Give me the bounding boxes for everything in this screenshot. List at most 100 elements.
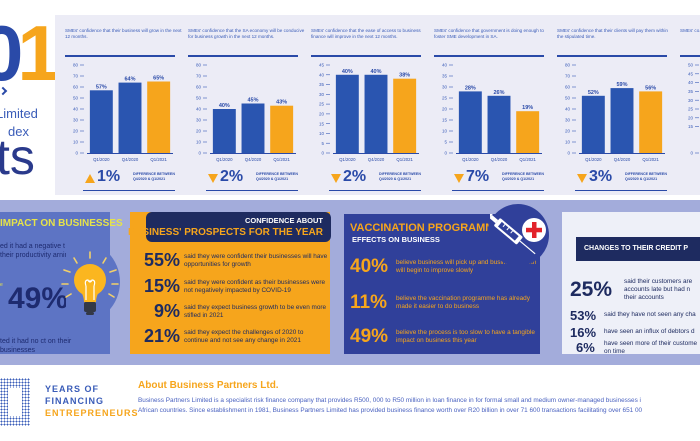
about-line1: Business Partners Limited is a specialis… [138, 397, 641, 404]
x-tick-label: Q4/2020 [491, 157, 508, 162]
vaccination-heading-line1: VACCINATION PROGRAMME [350, 222, 502, 234]
prospects-row-pct: 55% [143, 250, 180, 270]
vaccination-row-pct: 11% [350, 292, 387, 313]
y-tick-label: 50 [73, 96, 79, 101]
chart-panel: SMEs' confidence that their clients will… [557, 15, 682, 195]
y-tick-label: 40 [73, 107, 79, 112]
y-tick-label: 60 [565, 85, 571, 90]
y-tick-label: 5 [444, 140, 447, 145]
difference-value: 2% [220, 168, 244, 185]
y-tick-label: 30 [565, 118, 571, 123]
credit-row-pct: 6% [576, 340, 595, 355]
bar-value-label: 56% [645, 85, 656, 91]
bar [118, 82, 142, 153]
y-tick-label: 70 [196, 74, 202, 79]
difference-row: 2% DIFFERENCE BETWEEN Q4/2020 & Q1/2021 [311, 165, 421, 193]
x-tick-label: Q4/2020 [245, 157, 262, 162]
bar-value-label: 40% [370, 69, 381, 75]
y-tick-label: 40 [442, 63, 448, 68]
y-tick-label: 30 [319, 92, 325, 97]
vaccination-row: 49% believe the process is too slow to h… [344, 326, 540, 350]
difference-label: DIFFERENCE BETWEEN Q4/2020 & Q1/2021 [379, 172, 421, 181]
credit-heading-text: CHANGES TO THEIR CREDIT P [584, 245, 689, 252]
chart-divider [65, 55, 175, 57]
vaccination-row-text: believe the process is too slow to have … [396, 329, 535, 344]
x-tick-label: Q1/2021 [150, 157, 167, 162]
bar-value-label: 40% [342, 69, 353, 75]
triangle-down-icon [331, 174, 341, 183]
y-tick-label: 10 [196, 140, 202, 145]
prospects-row-pct: 15% [143, 276, 180, 296]
chart-panel: SMEs' co... is doing 0 15 20 25 30 35 40 45 50 [680, 15, 700, 195]
difference-label: DIFFERENCE BETWEEN Q4/2020 & Q1/2021 [502, 172, 544, 181]
y-tick-label: 80 [196, 63, 202, 68]
bar-value-label: 40% [219, 103, 230, 109]
credit-row-text: have seen more of their custome [604, 340, 698, 347]
x-tick-label: Q1/2020 [93, 157, 110, 162]
y-tick-label: 0 [321, 151, 324, 156]
bar [147, 81, 171, 153]
hero-subtitle-line1: Limited [0, 106, 38, 121]
chart-title: SMEs' confidence that the ease of access… [311, 28, 421, 39]
y-tick-label: 60 [196, 85, 202, 90]
x-tick-label: Q1/2021 [519, 157, 536, 162]
prospects-heading: CONFIDENCE ABOUT BUSINESS' PROSPECTS FOR… [128, 212, 331, 242]
chart-title: SMEs' confidence that their clients will… [557, 28, 668, 39]
chart-title: SMEs' confidence that the SA economy wil… [188, 28, 305, 39]
chart-divider [311, 55, 421, 57]
prospects-row-text: said they expect business growth to be e… [184, 304, 327, 319]
y-tick-label: 20 [688, 115, 694, 120]
chart-panel: SMEs' confidence that their business wil… [65, 15, 190, 195]
lightbulb-icon [61, 251, 119, 315]
vaccination-row-pct: 49% [350, 326, 389, 347]
y-tick-label: 10 [319, 131, 325, 136]
y-tick-label: 20 [319, 111, 325, 116]
bar-chart: 0 10 20 30 40 50 60 70 80 40% Q1/2020 45% Q4/2020 43%… [196, 63, 296, 162]
prospects-row-pct: 21% [143, 326, 180, 346]
y-tick-label: 35 [442, 74, 448, 79]
chart-title: SMEs' confidence that government is doin… [434, 28, 544, 39]
prospects-row: 15% said they were confident as their bu… [130, 276, 330, 300]
y-tick-label: 30 [688, 98, 694, 103]
y-tick-label: 25 [319, 102, 325, 107]
chart-title: SMEs' confidence that their business wil… [65, 28, 182, 39]
credit-heading: CHANGES TO THEIR CREDIT P [576, 237, 700, 261]
impact-big-pct: 49% [8, 282, 69, 315]
y-tick-label: 0 [198, 151, 201, 156]
credit-row-pct: 25% [570, 278, 613, 301]
impact-side-label: e [0, 282, 3, 288]
hero-subtitle-line2: dex [8, 124, 29, 139]
bar-chart: 0 5 10 15 20 25 30 35 40 45 40% Q1/2020 40% Q4/2020 38… [319, 63, 419, 162]
x-tick-label: Q1/2020 [339, 157, 356, 162]
chart-panel: SMEs' confidence that the ease of access… [311, 15, 436, 195]
prospects-row-text: said they were confident their businesse… [184, 253, 328, 268]
credit-panel: CHANGES TO THEIR CREDIT P 25% said their… [562, 212, 700, 355]
x-tick-label: Q1/2021 [273, 157, 290, 162]
y-tick-label: 25 [442, 96, 448, 101]
bar-chart: 0 15 20 25 30 35 40 45 50 [688, 63, 699, 156]
difference-label: DIFFERENCE BETWEEN Q4/2020 & Q1/2021 [625, 172, 667, 181]
hero-heading: 01 Limited dex ts [0, 0, 61, 195]
difference-underline [575, 190, 667, 191]
y-tick-label: 40 [688, 80, 694, 85]
bar-value-label: 45% [247, 98, 258, 104]
hero-number-digit-a: 0 [0, 9, 23, 97]
credit-row-text: said they have not seen any cha [604, 311, 696, 318]
difference-value: 1% [97, 168, 121, 185]
impact-text-negative: ed it had a negative t on their producti… [0, 243, 76, 259]
difference-underline [83, 190, 175, 191]
footer: YEARS OF FINANCING ENTREPRENEURS About B… [0, 368, 700, 441]
difference-underline [206, 190, 298, 191]
credit-row-text: accounts late but had n [624, 286, 691, 293]
prospects-row-pct: 9% [153, 301, 180, 321]
y-tick-label: 0 [444, 151, 447, 156]
y-tick-label: 15 [688, 124, 694, 129]
years-line1: YEARS OF [45, 384, 100, 394]
x-tick-label: Q4/2020 [368, 157, 385, 162]
triangle-down-icon [208, 174, 218, 183]
vaccination-row-pct: 40% [350, 256, 389, 277]
y-tick-label: 0 [75, 151, 78, 156]
y-tick-label: 45 [319, 63, 325, 68]
difference-row: 1% DIFFERENCE BETWEEN Q4/2020 & Q1/2021 [65, 165, 175, 193]
y-tick-label: 20 [73, 129, 79, 134]
